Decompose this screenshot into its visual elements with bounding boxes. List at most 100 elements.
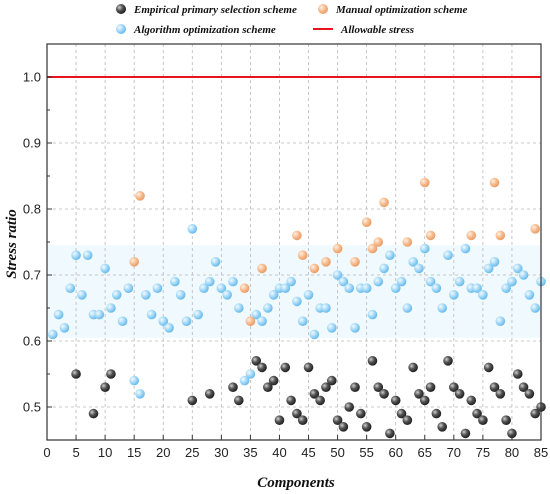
point-series-0 bbox=[530, 408, 540, 419]
point-series-2 bbox=[512, 263, 523, 274]
point-series-2 bbox=[489, 257, 500, 267]
point-series-2 bbox=[303, 290, 314, 300]
point-series-2 bbox=[478, 290, 488, 300]
point-series-2 bbox=[106, 303, 116, 313]
point-series-2 bbox=[251, 309, 262, 320]
point-series-0 bbox=[309, 389, 320, 399]
x-tick-label: 15 bbox=[127, 445, 141, 460]
point-series-2 bbox=[117, 316, 128, 327]
point-series-0 bbox=[233, 395, 244, 406]
point-series-0 bbox=[512, 369, 523, 379]
point-series-0 bbox=[466, 395, 477, 406]
point-series-2 bbox=[158, 316, 169, 327]
point-series-2 bbox=[507, 276, 517, 287]
point-series-2 bbox=[181, 316, 192, 327]
point-series-0 bbox=[292, 408, 302, 419]
point-series-2 bbox=[419, 243, 430, 254]
point-series-0 bbox=[321, 382, 331, 393]
x-axis-title: Components bbox=[257, 475, 335, 491]
legend-label-manual: Manual optimization scheme bbox=[335, 4, 468, 16]
point-series-0 bbox=[297, 415, 308, 426]
point-series-1 bbox=[379, 197, 389, 208]
point-series-0 bbox=[274, 415, 285, 426]
point-series-2 bbox=[425, 276, 436, 287]
point-series-0 bbox=[361, 422, 372, 432]
legend-item-allowable: Allowable stress bbox=[313, 24, 414, 36]
y-tick-label: 0.5 bbox=[23, 400, 41, 415]
point-series-0 bbox=[100, 382, 110, 393]
point-series-2 bbox=[100, 263, 110, 274]
x-tick-label: 40 bbox=[272, 445, 286, 460]
point-series-2 bbox=[524, 290, 535, 300]
x-tick-label: 60 bbox=[388, 445, 402, 460]
point-series-0 bbox=[495, 389, 506, 399]
x-tick-label: 0 bbox=[43, 445, 50, 460]
point-series-1 bbox=[530, 224, 540, 234]
point-series-2 bbox=[286, 276, 296, 287]
point-series-2 bbox=[268, 290, 279, 300]
point-series-2 bbox=[379, 263, 389, 274]
point-series-2 bbox=[297, 316, 308, 327]
point-series-2 bbox=[390, 283, 401, 294]
point-series-2 bbox=[292, 296, 302, 307]
legend-marker-empirical bbox=[116, 4, 126, 14]
x-tick-label: 10 bbox=[98, 445, 112, 460]
point-series-0 bbox=[483, 362, 494, 373]
point-series-1 bbox=[245, 316, 256, 327]
point-series-2 bbox=[129, 375, 139, 386]
point-series-0 bbox=[437, 422, 448, 432]
point-series-0 bbox=[344, 402, 355, 412]
point-series-2 bbox=[344, 283, 355, 294]
point-series-2 bbox=[187, 224, 198, 234]
x-tick-label: 25 bbox=[185, 445, 199, 460]
point-series-1 bbox=[402, 237, 413, 247]
y-tick-label: 0.9 bbox=[23, 136, 41, 151]
point-series-0 bbox=[449, 382, 459, 393]
point-series-1 bbox=[466, 230, 477, 241]
point-series-1 bbox=[419, 177, 430, 188]
point-series-0 bbox=[454, 389, 465, 399]
y-axis-title: Stress ratio bbox=[4, 209, 20, 279]
y-tick-label: 0.6 bbox=[23, 334, 41, 349]
point-series-2 bbox=[48, 329, 58, 340]
point-series-0 bbox=[478, 415, 488, 426]
point-series-2 bbox=[210, 257, 221, 267]
point-series-0 bbox=[373, 382, 384, 393]
point-series-0 bbox=[204, 389, 215, 399]
point-series-2 bbox=[170, 276, 180, 287]
point-series-0 bbox=[350, 382, 360, 393]
point-series-0 bbox=[396, 408, 407, 419]
point-series-0 bbox=[228, 382, 238, 393]
point-series-1 bbox=[135, 191, 145, 201]
x-tick-label: 70 bbox=[447, 445, 461, 460]
point-series-1 bbox=[292, 230, 302, 241]
x-tick-label: 65 bbox=[418, 445, 432, 460]
point-series-2 bbox=[228, 276, 238, 287]
point-series-0 bbox=[524, 389, 535, 399]
point-series-0 bbox=[356, 408, 366, 419]
point-series-0 bbox=[268, 375, 279, 386]
point-series-2 bbox=[350, 323, 360, 333]
plot-background bbox=[47, 44, 541, 440]
point-series-2 bbox=[361, 283, 372, 294]
point-series-0 bbox=[251, 356, 262, 366]
point-series-0 bbox=[315, 395, 325, 406]
point-series-2 bbox=[152, 283, 163, 294]
point-series-0 bbox=[443, 356, 453, 366]
point-series-2 bbox=[94, 309, 105, 320]
point-series-2 bbox=[437, 303, 448, 313]
point-series-2 bbox=[332, 270, 343, 280]
point-series-2 bbox=[204, 276, 215, 287]
point-series-1 bbox=[297, 250, 308, 260]
point-series-2 bbox=[385, 250, 395, 260]
legend-label-algorithm: Algorithm optimization scheme bbox=[133, 24, 276, 36]
point-series-0 bbox=[489, 382, 500, 393]
point-series-0 bbox=[71, 369, 81, 379]
point-series-2 bbox=[367, 309, 378, 320]
point-series-2 bbox=[193, 309, 203, 320]
point-series-0 bbox=[501, 415, 511, 426]
point-series-0 bbox=[472, 408, 482, 419]
x-tick-label: 85 bbox=[534, 445, 548, 460]
point-series-2 bbox=[338, 276, 349, 287]
